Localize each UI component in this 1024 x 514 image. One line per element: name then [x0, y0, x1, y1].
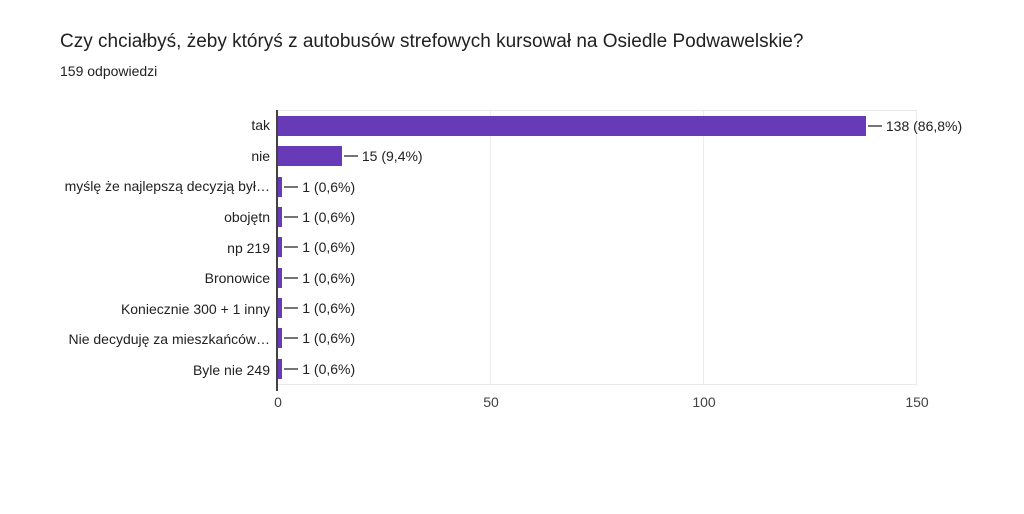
bar	[278, 237, 283, 258]
category-label: np 219	[227, 239, 270, 256]
category-labels: tak nie myślę że najlepszą decyzją był… obo…	[0, 110, 270, 385]
chart-row: 15 (9,4%)	[278, 141, 917, 171]
leader-line	[284, 216, 299, 219]
category-label: tak	[251, 117, 270, 134]
plot-area: 138 (86,8%) 15 (9,4%) 1 (0,6%) 1 (0,6%) 1 (0…	[278, 110, 962, 385]
category-label: Nie decyduję za mieszkańców…	[68, 331, 270, 348]
bar	[278, 358, 283, 379]
category-label: Koniecznie 300 + 1 inny	[120, 300, 270, 317]
leader-line	[284, 367, 299, 370]
bar	[278, 176, 283, 197]
x-tick-label: 150	[905, 394, 929, 410]
bar	[278, 328, 283, 349]
chart-rows: 138 (86,8%) 15 (9,4%) 1 (0,6%) 1 (0,6%) 1 (0…	[278, 111, 962, 384]
category-label: Bronowice	[204, 270, 270, 287]
bar	[278, 116, 866, 137]
chart-title: Czy chciałbyś, żeby któryś z autobusów s…	[60, 31, 804, 52]
leader-line	[343, 155, 358, 158]
value-label: 1 (0,6%)	[302, 300, 356, 317]
leader-line	[867, 125, 882, 128]
y-axis-line	[276, 110, 278, 391]
bar	[278, 146, 342, 167]
chart-row: 1 (0,6%)	[278, 323, 917, 353]
leader-line	[284, 276, 299, 279]
value-label: 1 (0,6%)	[302, 239, 356, 256]
bar	[278, 298, 283, 319]
chart-row: 1 (0,6%)	[278, 232, 917, 262]
chart-row: 1 (0,6%)	[278, 354, 917, 384]
gridline	[916, 111, 917, 384]
chart-row: 1 (0,6%)	[278, 263, 917, 293]
gridline	[702, 111, 704, 384]
response-count: 159 odpowiedzi	[60, 63, 158, 79]
x-tick-label: 100	[692, 394, 716, 410]
category-label: nie	[251, 147, 270, 164]
category-label: obojętn	[224, 208, 270, 225]
category-label: myślę że najlepszą decyzją był…	[64, 178, 270, 195]
category-label: Byle nie 249	[192, 361, 270, 378]
x-tick-label: 50	[483, 394, 499, 410]
value-label: 1 (0,6%)	[302, 330, 356, 347]
leader-line	[284, 185, 299, 188]
value-label: 138 (86,8%)	[885, 118, 963, 135]
chart-row: 1 (0,6%)	[278, 293, 917, 323]
value-label: 1 (0,6%)	[302, 360, 356, 377]
chart-row: 138 (86,8%)	[278, 111, 962, 141]
chart-row: 1 (0,6%)	[278, 172, 917, 202]
value-label: 1 (0,6%)	[302, 209, 356, 226]
value-label: 1 (0,6%)	[302, 269, 356, 286]
leader-line	[284, 307, 299, 310]
x-axis-ticks: 0 50 100 150	[274, 394, 929, 412]
gridline	[489, 111, 491, 384]
leader-line	[284, 246, 299, 249]
bar	[278, 267, 283, 288]
bar	[278, 207, 283, 228]
x-tick-label: 0	[274, 394, 282, 410]
value-label: 15 (9,4%)	[361, 148, 423, 165]
chart-row: 1 (0,6%)	[278, 202, 917, 232]
value-label: 1 (0,6%)	[302, 178, 356, 195]
leader-line	[284, 337, 299, 340]
